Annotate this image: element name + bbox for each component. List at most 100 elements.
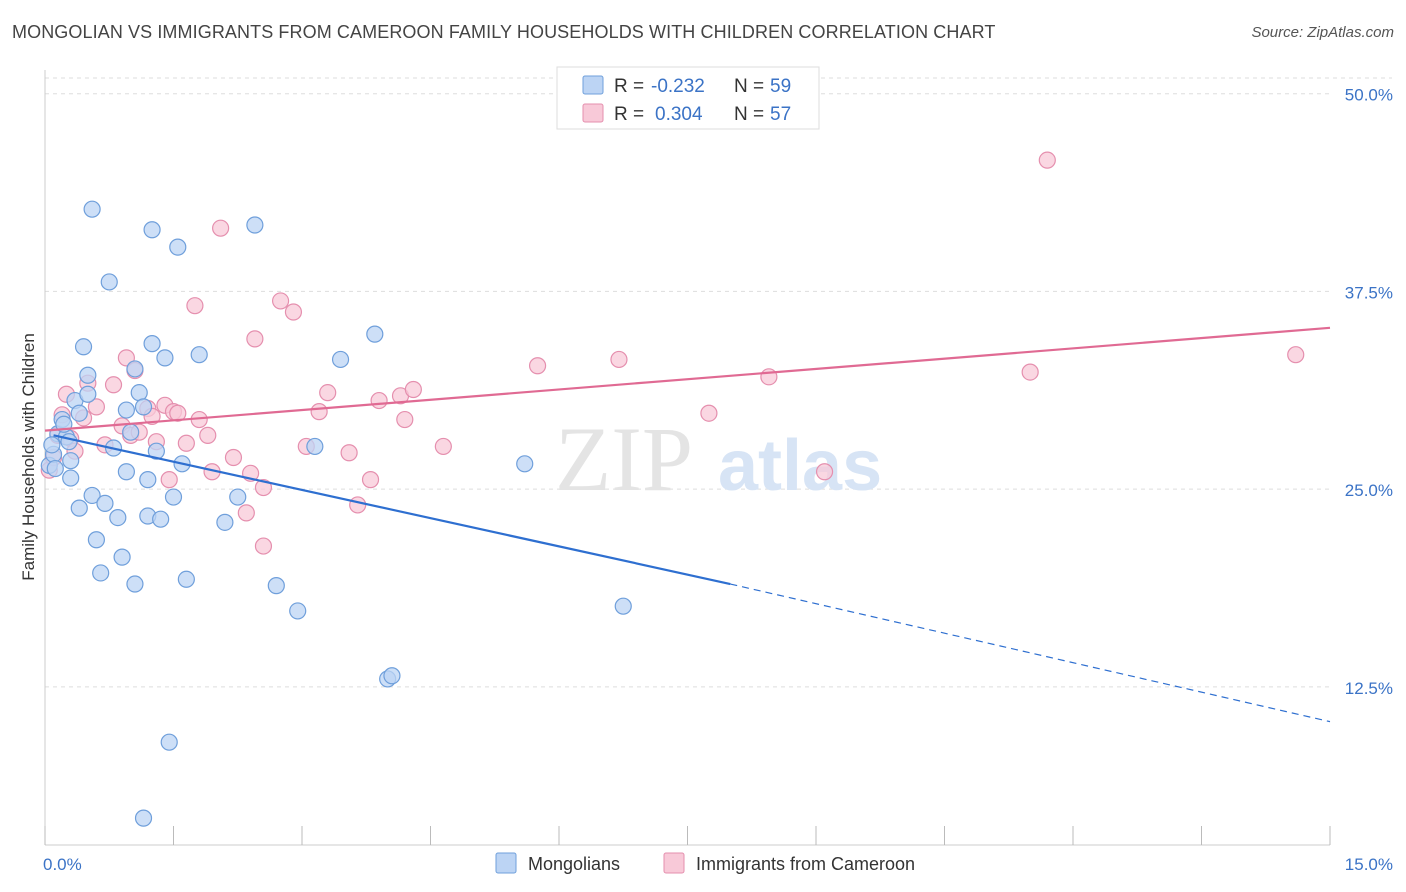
point-mongolians-9 <box>70 499 88 517</box>
point-mongolians-16 <box>96 494 114 512</box>
point-cameroon-42 <box>349 496 367 514</box>
y-tick-label-1: 25.0% <box>1345 481 1393 500</box>
point-mongolians-11 <box>79 366 97 384</box>
point-mongolians-24 <box>122 423 140 441</box>
point-mongolians-28 <box>134 398 153 416</box>
point-cameroon-37 <box>284 303 303 321</box>
x-tick-label-1: 15.0% <box>1345 855 1393 874</box>
legend-label-mongolians: Mongolians <box>528 854 620 874</box>
point-mongolians-19 <box>109 509 127 527</box>
point-mongolians-25 <box>126 360 144 378</box>
point-cameroon-44 <box>370 391 388 410</box>
stats-r-value-0: -0.232 <box>651 76 705 97</box>
point-cameroon-29 <box>212 219 230 237</box>
point-cameroon-24 <box>177 434 195 452</box>
point-mongolians-48 <box>331 350 350 369</box>
point-mongolians-51 <box>383 667 401 685</box>
stats-swatch-blue <box>582 75 604 95</box>
point-cameroon-43 <box>361 471 380 489</box>
point-cameroon-31 <box>237 504 255 522</box>
point-cameroon-33 <box>246 330 264 348</box>
point-mongolians-55 <box>43 436 61 454</box>
point-cameroon-46 <box>396 410 414 429</box>
point-mongolians-53 <box>614 597 632 615</box>
point-mongolians-33 <box>147 442 165 460</box>
point-mongolians-8 <box>70 404 88 422</box>
watermark-zip: ZIP <box>555 408 693 510</box>
y-tick-label-3: 50.0% <box>1345 86 1393 105</box>
point-cameroon-55 <box>1038 151 1056 169</box>
stats-n-label-0: N = <box>734 76 764 97</box>
point-mongolians-29 <box>139 471 157 489</box>
point-cameroon-39 <box>310 403 328 421</box>
legend-label-cameroon: Immigrants from Cameroon <box>696 854 915 874</box>
point-mongolians-44 <box>246 216 264 234</box>
stats-r-label-1: R = <box>614 104 644 125</box>
point-cameroon-54 <box>1021 363 1039 381</box>
point-mongolians-5 <box>62 452 80 470</box>
point-mongolians-45 <box>267 577 285 595</box>
y-tick-label-0: 12.5% <box>1345 679 1393 698</box>
point-mongolians-31 <box>143 221 161 239</box>
point-mongolians-56 <box>46 459 64 478</box>
point-mongolians-22 <box>83 200 101 218</box>
point-mongolians-49 <box>366 325 384 343</box>
trend-line-mongolians <box>53 434 731 586</box>
series-legend: Mongolians Immigrants from Cameroon <box>495 852 915 874</box>
stats-n-value-0: 59 <box>770 76 791 97</box>
point-mongolians-32 <box>143 335 161 353</box>
point-mongolians-52 <box>516 455 534 473</box>
stats-swatch-pink <box>582 103 604 123</box>
grid-lines <box>45 77 1392 688</box>
point-mongolians-54 <box>134 809 153 827</box>
point-cameroon-23 <box>169 404 187 422</box>
point-cameroon-47 <box>404 380 422 399</box>
chart-title: MONGOLIAN VS IMMIGRANTS FROM CAMEROON FA… <box>12 22 996 42</box>
point-mongolians-43 <box>229 488 247 506</box>
stats-n-label-1: N = <box>734 104 764 125</box>
source-label: Source: ZipAtlas.com <box>1251 24 1394 41</box>
point-mongolians-13 <box>83 486 101 505</box>
point-mongolians-12 <box>79 385 97 403</box>
point-mongolians-6 <box>62 469 80 487</box>
point-mongolians-17 <box>100 273 118 291</box>
y-axis-label: Family Households with Children <box>19 333 38 581</box>
point-mongolians-47 <box>306 437 324 456</box>
point-mongolians-27 <box>130 384 148 402</box>
point-mongolians-14 <box>87 531 106 549</box>
point-cameroon-48 <box>434 437 452 456</box>
stats-r-label-0: R = <box>614 76 644 97</box>
trend-line-cameroon <box>44 326 1331 432</box>
point-cameroon-25 <box>186 297 204 315</box>
point-mongolians-15 <box>92 564 110 582</box>
point-mongolians-46 <box>289 602 307 620</box>
point-cameroon-49 <box>528 357 547 375</box>
point-mongolians-35 <box>156 349 174 367</box>
point-mongolians-42 <box>216 513 234 531</box>
point-cameroon-30 <box>224 448 243 467</box>
point-mongolians-58 <box>60 433 78 451</box>
point-mongolians-41 <box>190 346 208 364</box>
point-mongolians-34 <box>152 510 170 528</box>
point-mongolians-20 <box>113 548 131 566</box>
legend-swatch-cameroon <box>663 852 685 874</box>
stats-n-value-1: 57 <box>770 104 791 125</box>
point-mongolians-21 <box>117 463 135 481</box>
point-cameroon-51 <box>700 404 718 422</box>
legend-swatch-mongolians <box>495 852 517 874</box>
point-cameroon-34 <box>254 478 273 497</box>
point-mongolians-37 <box>164 488 183 506</box>
stats-legend: R = -0.232 N = 59 R = 0.304 N = 57 <box>556 66 820 130</box>
stats-r-value-1: 0.304 <box>655 104 703 125</box>
point-cameroon-11 <box>104 376 123 394</box>
point-cameroon-53 <box>815 463 834 481</box>
point-mongolians-38 <box>169 238 187 256</box>
point-mongolians-23 <box>117 401 135 419</box>
point-mongolians-36 <box>160 733 178 751</box>
x-tick-label-0: 0.0% <box>43 855 82 874</box>
y-tick-label-2: 37.5% <box>1345 283 1393 302</box>
point-cameroon-21 <box>160 471 178 489</box>
point-cameroon-36 <box>271 292 290 310</box>
point-cameroon-50 <box>610 350 628 369</box>
